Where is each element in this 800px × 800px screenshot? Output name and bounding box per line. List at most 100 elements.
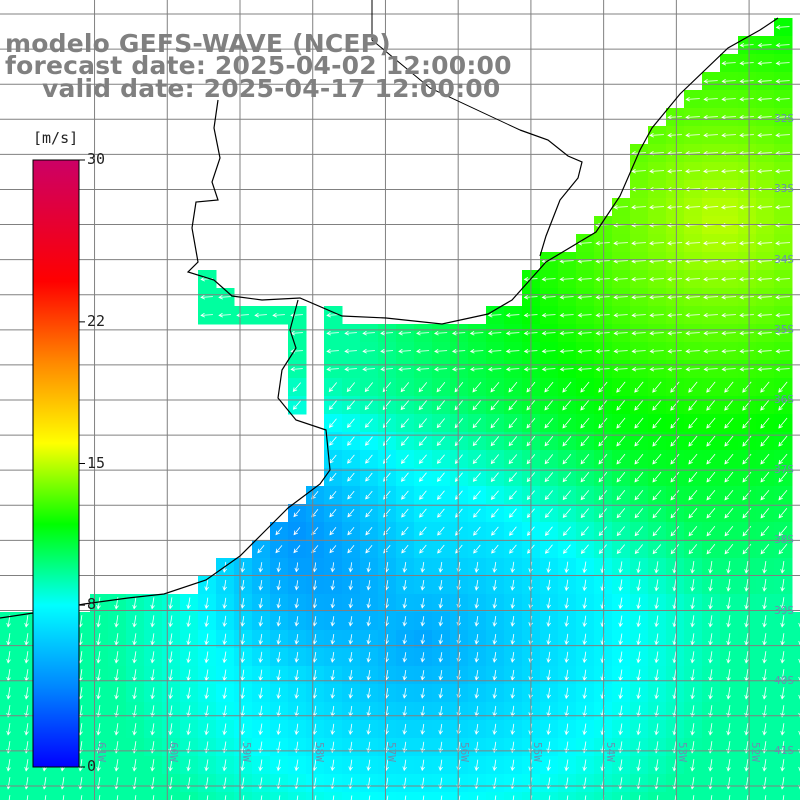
wind-arrow: [580, 490, 590, 501]
wind-arrow: [724, 507, 734, 519]
wind-arrow: [364, 400, 374, 411]
field-cell: [468, 792, 487, 800]
wind-arrow: [420, 616, 426, 627]
field-cell: [774, 792, 793, 800]
wind-arrow: [757, 204, 773, 210]
wind-arrow: [775, 168, 791, 174]
wind-arrow: [420, 670, 426, 681]
wind-arrow: [276, 651, 281, 663]
wind-arrow: [582, 723, 587, 736]
field-cell: [792, 612, 800, 631]
wind-arrow: [631, 240, 646, 246]
coastline: [186, 17, 779, 325]
wind-arrow: [778, 453, 788, 465]
wind-arrow: [546, 651, 551, 664]
wind-arrow: [613, 312, 628, 318]
wind-arrow: [347, 490, 355, 500]
wind-arrow: [365, 544, 373, 554]
wind-arrow: [739, 42, 754, 48]
wind-arrow: [654, 615, 659, 628]
wind-arrow: [494, 795, 497, 800]
wind-arrow: [726, 579, 731, 592]
wind-arrow: [780, 561, 785, 574]
longitude-label: 56W: [458, 742, 472, 762]
wind-arrow: [757, 42, 772, 48]
wind-arrow: [744, 579, 749, 592]
wind-arrow: [454, 382, 464, 393]
wind-arrow: [577, 312, 592, 318]
wind-arrow: [564, 651, 569, 664]
wind-arrow: [757, 276, 773, 282]
wind-arrow: [473, 526, 481, 536]
wind-arrow: [150, 705, 155, 718]
wind-arrow: [595, 276, 610, 282]
field-cell: [198, 792, 217, 800]
wind-arrow: [508, 418, 518, 429]
field-cell: [576, 792, 595, 800]
wind-arrow: [703, 348, 718, 354]
wind-arrow: [330, 598, 336, 609]
wind-arrow: [383, 508, 391, 518]
wind-arrow: [365, 472, 373, 482]
wind-arrow: [544, 526, 553, 536]
wind-arrow: [222, 579, 227, 591]
wind-arrow: [330, 562, 336, 573]
wind-arrow: [438, 561, 443, 573]
wind-arrow: [258, 598, 264, 609]
wind-arrow: [726, 633, 731, 646]
wind-arrow: [474, 687, 480, 699]
wind-arrow: [240, 687, 245, 700]
wind-arrow: [667, 276, 683, 282]
wind-arrow: [296, 795, 299, 800]
wind-arrow: [451, 348, 466, 354]
wind-arrow: [451, 366, 466, 372]
wind-arrow: [344, 366, 357, 372]
wind-arrow: [492, 597, 498, 609]
wind-arrow: [690, 615, 695, 628]
wind-arrow: [505, 348, 520, 354]
latitude-label: 36S: [774, 393, 794, 406]
wind-arrow: [472, 418, 482, 429]
wind-arrow: [688, 471, 698, 483]
field-cell: [126, 792, 145, 800]
wind-arrow: [688, 399, 698, 411]
field-cell: [720, 792, 739, 800]
wind-arrow: [685, 96, 700, 102]
wind-arrow: [598, 399, 608, 411]
wind-arrow: [276, 562, 282, 573]
wind-arrow: [454, 400, 464, 411]
wind-arrow: [402, 580, 408, 591]
wind-arrow: [742, 526, 752, 537]
wind-arrow: [598, 526, 608, 537]
wind-arrow: [652, 453, 662, 465]
country-border: [371, 0, 521, 131]
wind-arrow: [708, 579, 713, 592]
wind-arrow: [649, 276, 664, 282]
wind-arrow: [418, 472, 427, 482]
wind-arrow: [491, 526, 499, 536]
wind-arrow: [672, 651, 677, 664]
wind-arrow: [292, 382, 302, 393]
wind-arrow: [168, 633, 173, 646]
wind-arrow: [798, 658, 800, 664]
longitude-label: 58W: [312, 742, 326, 762]
wind-arrow: [186, 651, 191, 664]
wind-arrow: [344, 330, 357, 336]
wind-arrow: [218, 312, 231, 318]
wind-arrow: [744, 633, 749, 646]
wind-arrow: [703, 366, 718, 372]
wind-arrow: [721, 366, 736, 372]
wind-arrow: [728, 795, 731, 800]
wind-arrow: [402, 670, 408, 681]
wind-arrow: [649, 312, 664, 318]
wind-arrow: [559, 294, 574, 300]
wind-arrow: [364, 382, 374, 393]
wind-arrow: [726, 561, 731, 574]
wind-arrow: [114, 723, 119, 736]
wind-arrow: [326, 366, 339, 372]
wind-arrow: [366, 723, 371, 735]
wind-arrow: [598, 453, 608, 465]
wind-arrow: [312, 634, 318, 645]
wind-arrow: [780, 597, 785, 610]
wind-arrow: [559, 330, 574, 336]
